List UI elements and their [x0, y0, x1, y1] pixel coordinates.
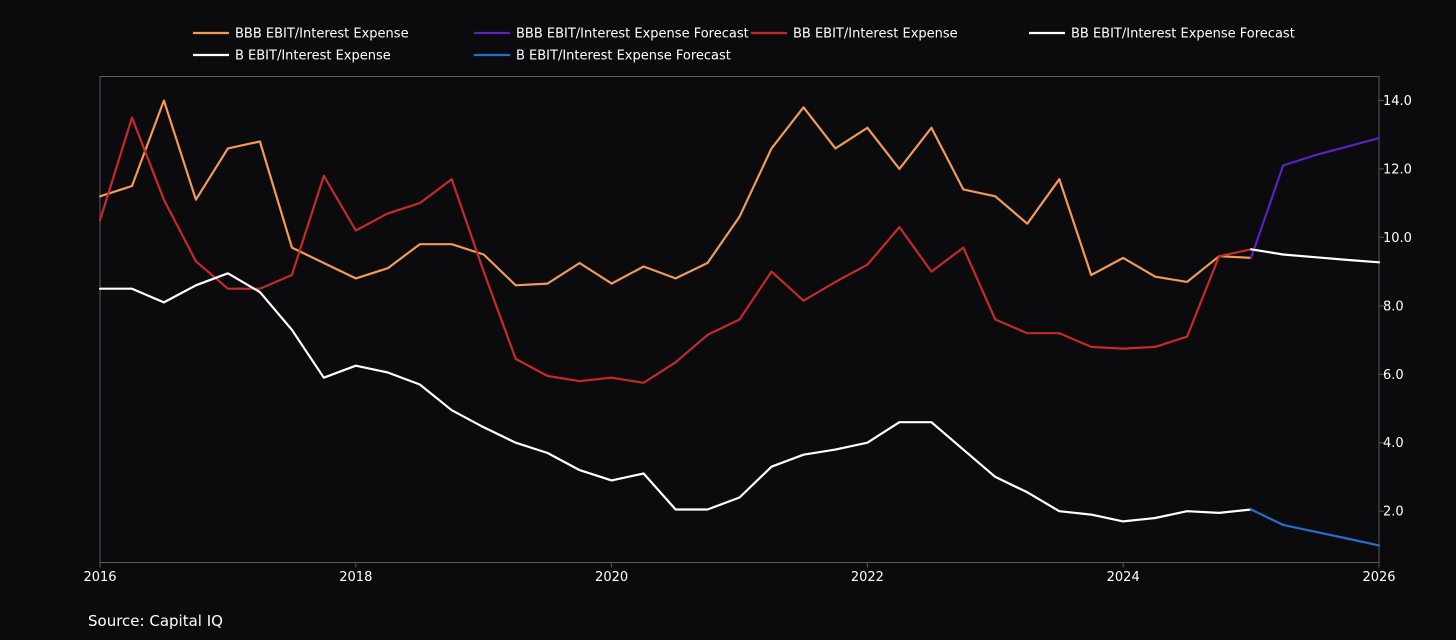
x-tick-label-2018: 2018	[339, 570, 372, 585]
series-line-bbb-ebit-interest-expense	[98, 99, 1253, 287]
legend-label-b-ebit-interest-expense: B EBIT/Interest Expense	[235, 49, 391, 64]
series-lines	[98, 99, 1381, 547]
y-axis: 2.0 4.0 6.0 8.0 10.0 12.0 14.0	[1379, 94, 1412, 520]
y-tick-label-6.0: 6.0	[1383, 368, 1404, 383]
legend-label-bb-ebit-interest-expense: BB EBIT/Interest Expense	[793, 27, 958, 42]
legend-label-bbb-ebit-interest-expense: BBB EBIT/Interest Expense	[235, 27, 409, 42]
legend-label-bb-ebit-interest-expense-forecast: BB EBIT/Interest Expense Forecast	[1071, 27, 1295, 42]
x-tick-label-2022: 2022	[851, 570, 884, 585]
series-line-bb-ebit-interest-expense-forecast	[1249, 248, 1381, 264]
y-tick-label-14.0: 14.0	[1383, 94, 1412, 109]
series-line-bbb-ebit-interest-expense-forecast	[1249, 137, 1381, 259]
series-line-bb-ebit-interest-expense	[98, 116, 1253, 384]
y-tick-label-12.0: 12.0	[1383, 162, 1412, 177]
series-line-b-ebit-interest-expense-forecast	[1249, 508, 1381, 547]
x-axis: 2016 2018 2020 2022 2024 2026	[83, 562, 1396, 585]
series-line-b-ebit-interest-expense	[98, 272, 1253, 523]
y-tick-label-8.0: 8.0	[1383, 299, 1404, 314]
x-tick-label-2024: 2024	[1107, 570, 1140, 585]
y-tick-label-4.0: 4.0	[1383, 436, 1404, 451]
plot-area-frame	[99, 76, 1380, 563]
x-tick-label-2016: 2016	[83, 570, 116, 585]
legend-label-b-ebit-interest-expense-forecast: B EBIT/Interest Expense Forecast	[516, 49, 731, 64]
legend: BBB EBIT/Interest Expense BBB EBIT/Intere…	[193, 27, 1295, 64]
x-tick-label-2020: 2020	[595, 570, 628, 585]
x-tick-label-2026: 2026	[1362, 570, 1395, 585]
y-tick-label-10.0: 10.0	[1383, 231, 1412, 246]
legend-label-bbb-ebit-interest-expense-forecast: BBB EBIT/Interest Expense Forecast	[516, 27, 749, 42]
y-tick-label-2.0: 2.0	[1383, 505, 1404, 520]
source-note: Source: Capital IQ	[88, 612, 223, 630]
